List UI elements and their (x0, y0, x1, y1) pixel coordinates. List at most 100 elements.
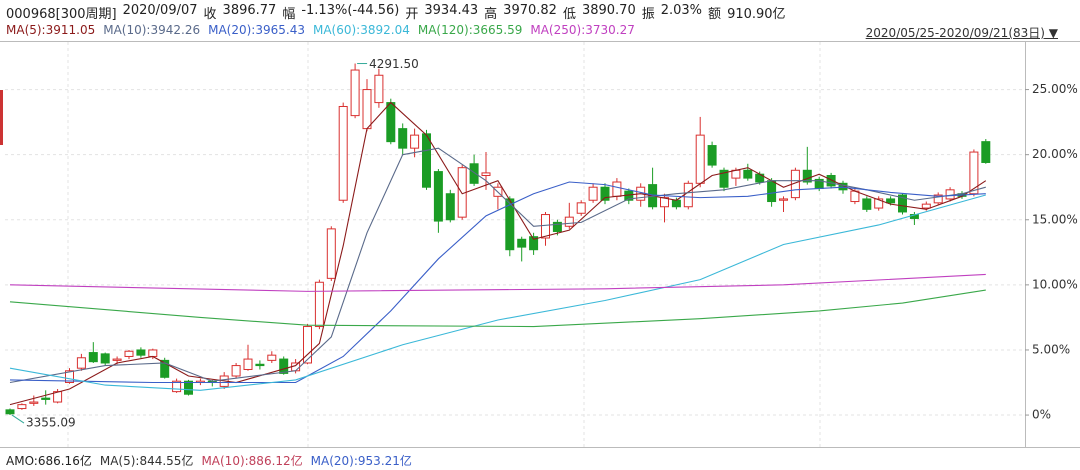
y-tick-label: 10.00% (1032, 277, 1078, 291)
volume-legend-item: MA(5):844.55亿 (99, 454, 194, 468)
header-item: 幅 (282, 7, 296, 22)
candle-body (76, 357, 86, 369)
ma-line (9, 147, 986, 384)
candle-body (112, 358, 122, 361)
volume-legend-item: MA(20):953.21亿 (310, 454, 412, 468)
candle-body (88, 352, 98, 363)
candle-body (398, 128, 408, 149)
candle-body (802, 169, 812, 183)
ma-line (9, 289, 986, 328)
candle-body (779, 198, 788, 201)
max-annotation: 4291.50 (369, 57, 419, 71)
legend-item: MA(10):3942.26 (103, 23, 201, 37)
volume-legend: AMO:686.16亿 MA(5):844.55亿 MA(10):886.12亿 MA… (6, 452, 412, 469)
candle-body (124, 350, 134, 357)
candle-body (279, 358, 289, 374)
candle-body (362, 89, 372, 130)
y-tick-label: 5.00% (1032, 342, 1070, 356)
candle-body (326, 228, 336, 279)
y-tick-label: 15.00% (1032, 212, 1078, 226)
candle-body (445, 193, 455, 221)
candle-body (148, 349, 158, 357)
ma-legend: MA(5):3911.05 MA(10):3942.26 MA(20):3965.4… (6, 23, 635, 37)
candle-body (243, 358, 253, 370)
header-item: 3890.70 (581, 3, 636, 18)
candle-body (338, 105, 348, 201)
candle-body (469, 163, 479, 184)
candle-body (671, 199, 681, 208)
candle-body (541, 214, 550, 239)
candle-body (505, 198, 515, 251)
header: 000968[300周期] 2020/09/07 收 3896.77 幅 -1.13%(-… (6, 3, 786, 22)
candle-body (303, 326, 312, 364)
candle-body (767, 180, 777, 203)
candle-body (933, 194, 943, 204)
header-item: 开 (405, 7, 419, 22)
candle-body (719, 169, 729, 188)
candle-body (564, 216, 574, 227)
ma-line (9, 273, 986, 292)
header-item: 910.90亿 (727, 7, 786, 22)
candle-body (588, 186, 598, 201)
header-item: 3970.82 (503, 3, 557, 18)
candle-body (600, 186, 610, 201)
annotation-arrow (11, 414, 25, 424)
candle-body (100, 353, 110, 364)
candle-body (529, 236, 539, 251)
header-item: 额 (708, 7, 722, 22)
volume-legend-item: MA(10):886.12亿 (201, 454, 303, 468)
candle-body (422, 133, 431, 188)
candle-body (874, 198, 884, 209)
candle-body (314, 281, 324, 328)
y-tick-label: 20.00% (1032, 147, 1078, 161)
candle-body (410, 134, 420, 149)
header-item: 高 (484, 7, 498, 22)
candle-body (612, 181, 622, 197)
candle-body (481, 172, 491, 176)
candle-body (255, 363, 265, 367)
candle-body (517, 238, 527, 248)
ma-line (9, 194, 986, 391)
candle-body (683, 182, 693, 208)
side-marker (0, 90, 3, 145)
ma-line (9, 101, 987, 406)
candle-body (898, 194, 907, 213)
y-tick-label: 0% (1032, 408, 1051, 422)
candle-body (707, 145, 717, 166)
volume-legend-item: AMO:686.16亿 (6, 454, 92, 468)
candle-body (552, 221, 562, 232)
header-item: 2020/09/07 (122, 3, 198, 18)
candle-body (231, 365, 241, 377)
candle-body (65, 370, 74, 384)
header-item: 振 (641, 7, 655, 22)
legend-item: MA(120):3665.59 (417, 23, 523, 37)
legend-item: MA(20):3965.43 (208, 23, 305, 37)
date-range-text[interactable]: 2020/05/25-2020/09/21(83日) (865, 26, 1045, 40)
candle-body (969, 151, 979, 195)
header-item: 000968[300周期] (6, 7, 117, 22)
candle-body (41, 397, 51, 400)
candle-body (267, 354, 277, 361)
candle-body (184, 380, 193, 395)
header-item: 低 (562, 7, 576, 22)
candle-body (5, 409, 15, 415)
date-range[interactable]: 2020/05/25-2020/09/21(83日) ▼ (865, 26, 1058, 40)
candle-body (981, 141, 991, 163)
y-tick-label: 25.00% (1032, 82, 1078, 96)
candle-body (172, 380, 182, 393)
candle-body (862, 198, 872, 210)
header-item: 3934.43 (424, 3, 479, 18)
candle-body (826, 174, 836, 187)
candle-body (921, 203, 931, 209)
candle-body (17, 404, 27, 410)
candle-body (576, 202, 586, 214)
legend-item: MA(250):3730.27 (530, 23, 635, 37)
candle-body (350, 69, 360, 117)
candle-body (433, 171, 443, 222)
candle-body (386, 102, 396, 143)
legend-item: MA(60):3892.04 (312, 23, 410, 37)
candle-body (29, 401, 39, 404)
legend-item: MA(5):3911.05 (6, 23, 96, 37)
